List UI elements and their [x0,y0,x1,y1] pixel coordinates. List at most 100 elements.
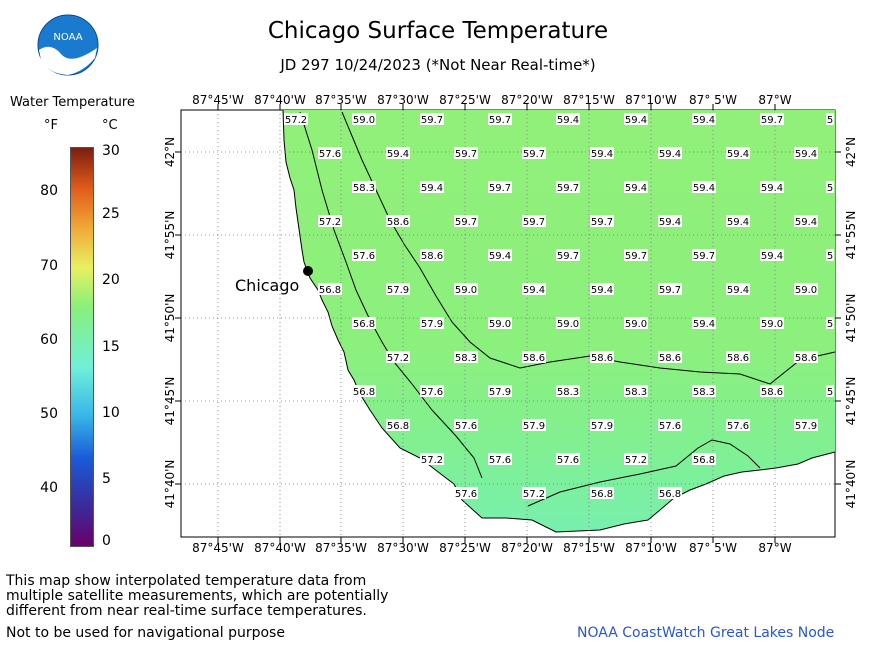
svg-text:59.4: 59.4 [727,285,749,296]
legend-unit-f: °F [44,118,58,133]
temperature-value: 59.7 [658,283,682,296]
svg-text:57.2: 57.2 [421,455,443,466]
map-title: Chicago Surface Temperature [267,18,609,44]
temperature-value: 59.4 [624,113,648,126]
chicago-label: Chicago [235,276,299,295]
f-tick-70: 70 [40,258,58,274]
longitude-label: 87°10'W [625,541,677,555]
temperature-value: 57.9 [590,419,614,432]
longitude-label: 87°10'W [625,93,677,107]
temperature-value: 5 [826,385,834,398]
longitude-label: 87°40'W [254,93,306,107]
svg-text:5: 5 [827,387,833,398]
noaa-logo: NOAA [37,14,99,76]
temperature-value: 56.8 [352,317,376,330]
temperature-colorbar [70,147,94,547]
svg-text:59.7: 59.7 [523,217,545,228]
svg-text:57.9: 57.9 [523,421,545,432]
svg-text:59.4: 59.4 [727,149,749,160]
temperature-value: 59.4 [522,283,546,296]
temperature-value: 59.4 [794,215,818,228]
logo-text: NOAA [53,32,82,43]
temperature-value: 58.6 [522,351,546,364]
latitude-label: 41°50'N [844,294,858,343]
svg-text:59.7: 59.7 [557,183,579,194]
temperature-value: 57.6 [488,453,512,466]
temperature-value: 59.7 [420,113,444,126]
temperature-value: 56.8 [352,385,376,398]
isotherm-lines [299,111,836,507]
temperature-value: 59.0 [760,317,784,330]
temperature-value: 58.6 [420,249,444,262]
longitude-labels-top: 87°45'W 87°40'W 87°35'W 87°30'W 87°25'W 87°20… [192,93,792,107]
disclaimer-note: This map show interpolated temperature d… [6,574,388,619]
temperature-value: 59.7 [692,249,716,262]
latitude-label: 42°N [163,137,177,167]
svg-text:59.4: 59.4 [795,217,817,228]
temperature-value: 57.2 [420,453,444,466]
temperature-value: 59.7 [556,181,580,194]
svg-text:59.0: 59.0 [557,319,579,330]
latitude-label: 41°45'N [844,377,858,426]
svg-text:5: 5 [827,115,833,126]
temperature-value: 5 [826,113,834,126]
svg-text:59.4: 59.4 [591,285,613,296]
longitude-label: 87° 5'W [689,93,737,107]
svg-text:59.0: 59.0 [761,319,783,330]
temperature-value: 59.4 [760,181,784,194]
map-subtitle: JD 297 10/24/2023 (*Not Near Real-time*) [280,56,596,74]
svg-text:57.9: 57.9 [387,285,409,296]
disclaimer-line: multiple satellite measurements, which a… [6,588,389,604]
temperature-value: 59.4 [794,147,818,160]
temperature-value: 59.4 [658,215,682,228]
temperature-value: 58.3 [692,385,716,398]
isotherm-586 [341,111,836,385]
svg-text:56.8: 56.8 [353,319,375,330]
temperature-value: 59.4 [726,283,750,296]
longitude-label: 87°30'W [377,541,429,555]
svg-text:59.4: 59.4 [659,149,681,160]
temperature-value: 59.0 [794,283,818,296]
svg-text:5: 5 [827,319,833,330]
svg-text:59.4: 59.4 [693,115,715,126]
svg-text:59.4: 59.4 [625,115,647,126]
temperature-value: 58.6 [386,215,410,228]
longitude-label: 87°15'W [563,93,615,107]
svg-text:58.3: 58.3 [693,387,715,398]
svg-text:59.7: 59.7 [455,217,477,228]
temperature-value: 56.8 [590,487,614,500]
f-tick-40: 40 [40,480,58,496]
svg-text:58.3: 58.3 [455,353,477,364]
longitude-label: 87°45'W [192,93,244,107]
longitude-label: 87°15'W [563,541,615,555]
temperature-value: 59.4 [556,113,580,126]
credit-link[interactable]: NOAA CoastWatch Great Lakes Node [577,625,835,641]
temperature-value: 57.6 [556,453,580,466]
chicago-marker[interactable] [303,266,313,276]
temperature-value: 57.2 [624,453,648,466]
longitude-label: 87°25'W [439,93,491,107]
legend-unit-c: °C [102,118,118,133]
svg-text:57.6: 57.6 [353,251,375,262]
c-tick-15: 15 [102,339,120,355]
svg-text:59.4: 59.4 [761,251,783,262]
temperature-value: 59.7 [522,215,546,228]
c-tick-0: 0 [102,533,111,549]
svg-text:57.2: 57.2 [285,115,307,126]
svg-text:59.4: 59.4 [523,285,545,296]
svg-text:59.4: 59.4 [557,115,579,126]
temperature-value: 57.2 [522,487,546,500]
temperature-value: 58.6 [658,351,682,364]
svg-text:59.7: 59.7 [489,115,511,126]
svg-text:59.4: 59.4 [625,183,647,194]
svg-text:59.4: 59.4 [795,149,817,160]
temperature-value: 59.4 [658,147,682,160]
svg-text:59.4: 59.4 [727,217,749,228]
longitude-label: 87°25'W [439,541,491,555]
latitude-labels-right: 42°N 41°55'N 41°50'N 41°45'N 41°40'N [844,137,858,509]
svg-text:58.3: 58.3 [557,387,579,398]
temperature-value: 59.7 [522,147,546,160]
temperature-value: 59.4 [726,215,750,228]
svg-text:58.6: 58.6 [659,353,681,364]
